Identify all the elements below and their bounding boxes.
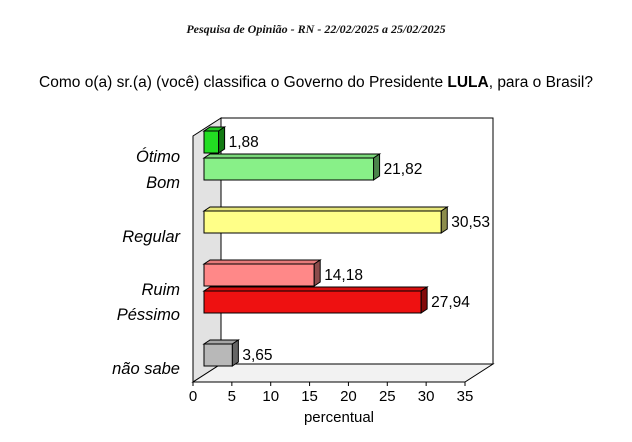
category-label-3: Ruim [141, 281, 180, 299]
category-label-4: Péssimo [117, 306, 180, 324]
bar-3-value-label: 14,18 [324, 267, 363, 284]
x-tick-label: 5 [228, 388, 236, 405]
bar-2-value-label: 30,53 [451, 214, 490, 231]
question-bold-name: LULA [447, 74, 489, 91]
x-tick-label: 0 [189, 388, 197, 405]
category-label-0: Ótimo [136, 147, 180, 166]
category-label-5: não sabe [112, 360, 180, 378]
bar-0-value-label: 1,88 [229, 134, 259, 151]
bar-3-top [202, 259, 322, 265]
bar-4-front [203, 290, 422, 314]
bar-3-end [313, 259, 321, 287]
category-label-1: Bom [146, 174, 180, 192]
bar-2-front [203, 210, 442, 234]
bar-0-end [218, 126, 226, 154]
x-tick-label: 20 [340, 388, 357, 405]
question-text: Como o(a) sr.(a) (você) classifica o Gov… [0, 74, 632, 92]
bar-1-front [203, 157, 375, 181]
chart-labels: 1,88 Ótimo 21,82 Bom 30,53 Regular 14,18 Ruim 27… [112, 134, 490, 378]
chart-floor [191, 363, 495, 383]
chart-ticks: 0 5 10 15 20 25 30 35 [189, 382, 474, 405]
bar-4-value-label: 27,94 [431, 294, 470, 311]
bar-3-front [203, 263, 315, 287]
bar-1-top [202, 153, 382, 159]
bar-1-value-label: 21,82 [384, 161, 423, 178]
bar-2-end [440, 206, 448, 234]
x-tick-label: 25 [379, 388, 396, 405]
chart-walls [191, 117, 495, 383]
survey-header: Pesquisa de Opinião - RN - 22/02/2025 a … [186, 22, 446, 36]
category-label-2: Regular [122, 228, 181, 246]
bar-5-value-label: 3,65 [242, 347, 272, 364]
x-tick-label: 15 [301, 388, 318, 405]
bar-2-top [202, 206, 449, 212]
x-tick-label: 30 [418, 388, 435, 405]
chart-bars [202, 126, 449, 367]
bar-5-end [231, 339, 239, 367]
bar-5-front [203, 343, 233, 367]
x-axis-label: percentual [304, 409, 374, 426]
question-prefix: Como o(a) sr.(a) (você) classifica o Gov… [39, 74, 448, 91]
bar-4-top [202, 286, 429, 292]
question-suffix: , para o Brasil? [488, 74, 593, 91]
bar-0-front [203, 130, 220, 154]
bar-1-end [373, 153, 381, 181]
bar-4-end [420, 286, 428, 314]
x-tick-label: 10 [262, 388, 279, 405]
x-tick-label: 35 [457, 388, 474, 405]
